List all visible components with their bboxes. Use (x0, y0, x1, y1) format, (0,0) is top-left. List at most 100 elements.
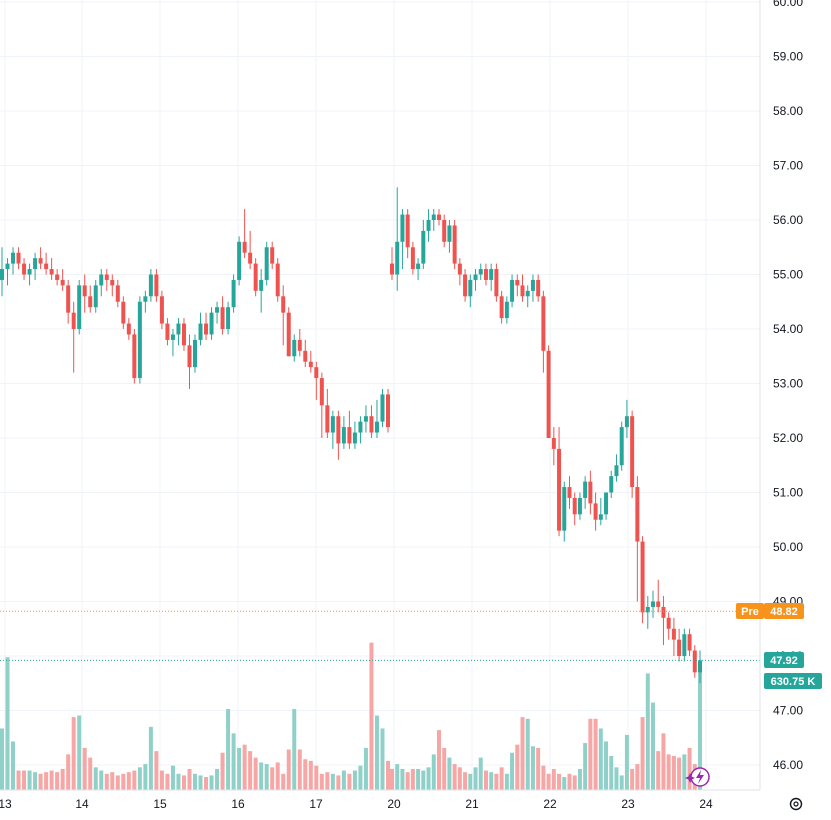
volume-bar (698, 663, 702, 790)
candle-body (489, 269, 494, 280)
volume-bar (275, 762, 280, 790)
volume-bar (22, 770, 27, 790)
pre-price-bg (764, 603, 804, 619)
candle-body (390, 263, 394, 275)
volume-bar (286, 749, 291, 790)
candle-body (165, 323, 170, 340)
candle-body (319, 378, 324, 406)
candle-body (303, 350, 308, 362)
volume-tag: 630.75 K (764, 673, 822, 689)
volume-bar (661, 733, 666, 790)
candle-body (93, 285, 98, 308)
volume-bar (253, 757, 258, 790)
volume-bar (624, 734, 629, 790)
volume-bar (656, 751, 661, 790)
volume-bar (297, 749, 302, 790)
candle-body (170, 334, 175, 340)
pre-label: Pre (741, 606, 759, 618)
volume-bar (614, 767, 619, 790)
volume-bar (319, 773, 324, 790)
y-axis[interactable]: 46.0047.0048.0049.0050.0051.0052.0053.00… (759, 0, 803, 790)
candle-body (66, 285, 71, 313)
candle-body (614, 465, 619, 477)
volume-bar (193, 773, 197, 790)
candle-body (176, 323, 181, 335)
candle-body (341, 427, 346, 444)
y-tick-label: 59.00 (773, 50, 803, 64)
volume-bar (220, 752, 225, 790)
volume-bar (121, 773, 126, 790)
volume-bar (593, 718, 598, 790)
volume-bar (209, 775, 214, 790)
volume-bar (651, 702, 656, 790)
volume-bar (666, 754, 671, 790)
volume-bar (405, 772, 410, 790)
volume-bar (583, 743, 588, 790)
candle-body (330, 416, 335, 433)
pre-label-bg (736, 603, 764, 619)
last-price-bg (764, 652, 804, 668)
candle-body (510, 279, 515, 302)
volume-bar (682, 754, 687, 790)
candle-body (661, 606, 666, 618)
volume-bar (483, 770, 488, 790)
volume-bar (504, 773, 509, 790)
volume-bar (598, 728, 603, 790)
volume-bar (303, 759, 308, 790)
candle-body (126, 323, 131, 335)
candle-body (645, 606, 650, 613)
y-tick-label: 57.00 (773, 159, 803, 173)
volume-bar (463, 772, 468, 790)
volume-bar (515, 744, 520, 790)
lightning-icon[interactable] (690, 767, 710, 787)
candle-body (270, 247, 275, 264)
volume-bar (181, 775, 186, 790)
volume-bar (577, 768, 582, 790)
candle-body (635, 487, 640, 542)
volume-bar (38, 773, 43, 790)
candle-body (395, 241, 400, 275)
candle-body (651, 601, 656, 607)
volume-bar (49, 770, 54, 790)
volume-bar (44, 772, 49, 790)
candle-body (154, 274, 159, 297)
candle-body (187, 345, 192, 368)
volume-bar (264, 764, 269, 790)
x-tick-label: 17 (309, 797, 323, 811)
candle-body (416, 263, 421, 270)
sparkle-icon (685, 773, 695, 783)
volume-bar (530, 746, 535, 790)
volume-bar (314, 765, 319, 790)
candle-body (421, 230, 426, 264)
candle-body (530, 279, 535, 291)
settings-gear-icon[interactable] (789, 797, 803, 811)
volume-bar (16, 770, 21, 790)
volume-bar (148, 726, 153, 790)
candle-body (619, 427, 624, 466)
x-axis[interactable]: 13 14 15 16 17 20 21 22 23 24 (0, 789, 760, 811)
candle-body (99, 274, 104, 286)
volume-bar (77, 715, 82, 790)
volume-bar (259, 762, 264, 790)
candle-body (405, 214, 410, 248)
candle-body (281, 296, 286, 313)
volume-bar (431, 754, 436, 790)
volume-bar (132, 770, 137, 790)
volume-bar (159, 770, 164, 790)
y-tick-label: 51.00 (773, 486, 803, 500)
candle-body (478, 269, 483, 275)
volume-bar (499, 767, 504, 790)
volume-bar (557, 773, 562, 790)
volume-bar (374, 715, 379, 790)
volume-bar (55, 772, 60, 790)
volume-bar (60, 768, 65, 790)
candle-body (60, 279, 65, 286)
volume-bar (226, 709, 231, 790)
volume-bar (473, 767, 478, 790)
candle-body (248, 252, 253, 264)
candle-body (598, 514, 603, 520)
candle-body (677, 639, 682, 656)
volume-bar (204, 777, 209, 790)
